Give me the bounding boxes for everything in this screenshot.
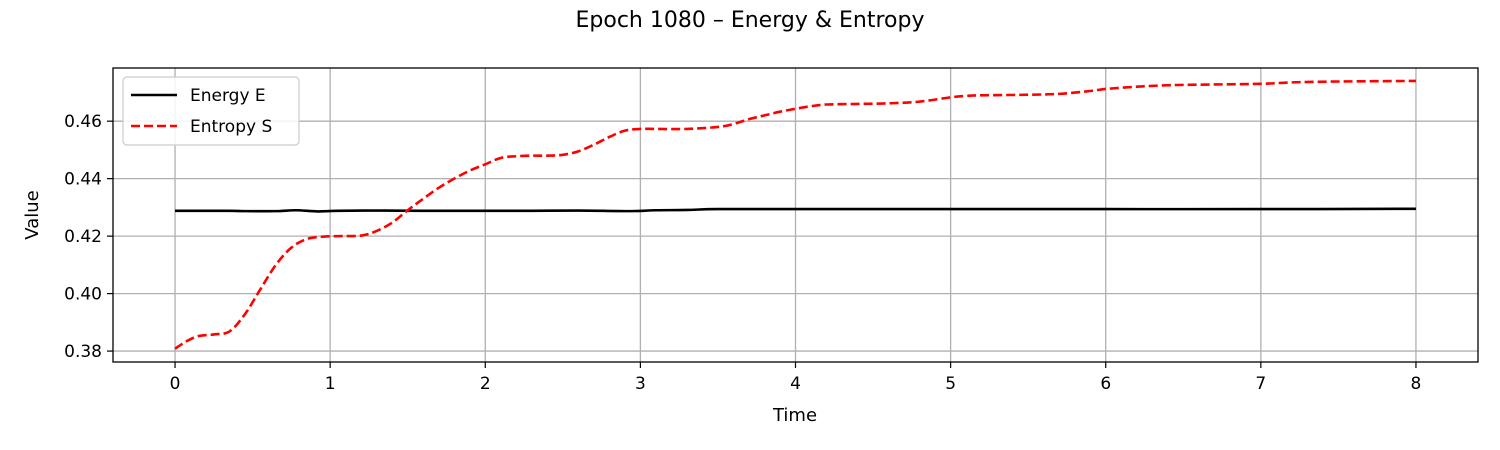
x-tick-label: 5 bbox=[945, 374, 956, 394]
x-tick-label: 0 bbox=[170, 374, 181, 394]
entropy-series-line bbox=[174, 79, 1416, 350]
legend-label-entropy: Entropy S bbox=[190, 117, 272, 137]
grid bbox=[113, 68, 1478, 362]
series-lines bbox=[174, 79, 1416, 350]
x-axis-ticks: 0 1 2 3 4 5 6 7 8 bbox=[170, 362, 1422, 394]
legend: Energy E Entropy S bbox=[122, 76, 300, 146]
x-tick-label: 1 bbox=[325, 374, 336, 394]
x-tick-label: 3 bbox=[635, 374, 646, 394]
x-tick-label: 6 bbox=[1100, 374, 1111, 394]
y-tick-label: 0.42 bbox=[64, 227, 102, 247]
y-tick-label: 0.40 bbox=[64, 285, 102, 305]
y-axis-label: Value bbox=[22, 190, 43, 239]
y-axis-ticks: 0.38 0.40 0.42 0.44 0.46 bbox=[64, 112, 113, 362]
energy-series-line bbox=[175, 207, 1416, 213]
y-tick-label: 0.44 bbox=[64, 170, 102, 190]
y-tick-label: 0.46 bbox=[64, 112, 102, 132]
x-tick-label: 2 bbox=[480, 374, 491, 394]
y-tick-label: 0.38 bbox=[64, 342, 102, 362]
chart-title: Epoch 1080 – Energy & Entropy bbox=[576, 8, 925, 33]
x-tick-label: 7 bbox=[1255, 374, 1266, 394]
x-tick-label: 8 bbox=[1411, 374, 1422, 394]
x-tick-label: 4 bbox=[790, 374, 801, 394]
legend-label-energy: Energy E bbox=[190, 86, 266, 106]
x-axis-label: Time bbox=[772, 405, 817, 426]
